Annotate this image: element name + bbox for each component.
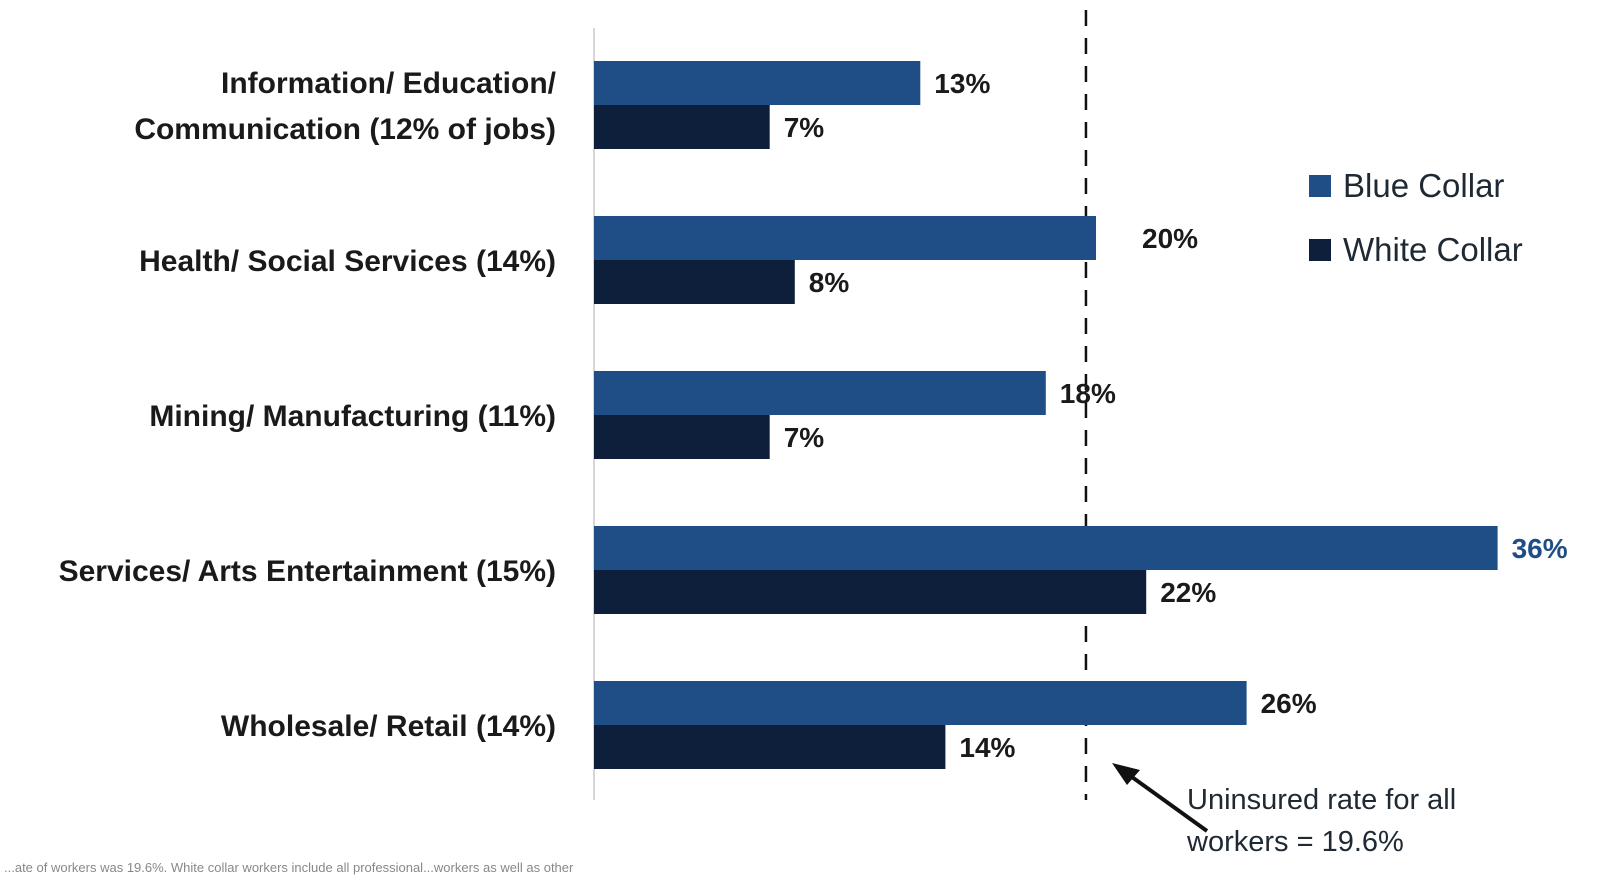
white-collar-value-label-1: 8% [809, 267, 850, 298]
blue-collar-value-label-2: 18% [1060, 378, 1116, 409]
annotation-text-line-0: Uninsured rate for all [1187, 784, 1456, 816]
white-collar-value-label-0: 7% [784, 112, 825, 143]
category-label-3: Services/ Arts Entertainment (15%) [59, 555, 556, 588]
annotation-text-line-1: workers = 19.6% [1186, 826, 1404, 858]
legend-swatch-1 [1309, 239, 1331, 261]
white-collar-value-label-2: 7% [784, 422, 825, 453]
white-collar-value-label-4: 14% [959, 732, 1015, 763]
category-label-1: Health/ Social Services (14%) [139, 245, 556, 278]
blue-collar-value-label-3: 36% [1512, 533, 1568, 564]
white-collar-bar-2 [594, 415, 770, 459]
white-collar-bar-3 [594, 570, 1147, 614]
blue-collar-bar-1 [594, 216, 1096, 260]
blue-collar-value-label-4: 26% [1261, 688, 1317, 719]
white-collar-bar-1 [594, 260, 795, 304]
blue-collar-bar-4 [594, 681, 1247, 725]
blue-collar-value-label-1: 20% [1142, 223, 1198, 254]
annotation-arrow-shaft [1123, 770, 1209, 833]
blue-collar-bar-0 [594, 61, 921, 105]
white-collar-value-label-3: 22% [1160, 577, 1216, 608]
blue-collar-bar-3 [594, 526, 1498, 570]
blue-collar-bar-2 [594, 371, 1046, 415]
annotation-arrow-head [1112, 763, 1140, 785]
reference-annotation: Uninsured rate for all workers = 19.6% [1112, 763, 1456, 858]
white-collar-bar-4 [594, 725, 946, 769]
bars-layer [594, 61, 1498, 769]
legend: Blue Collar White Collar [1309, 167, 1523, 268]
footnote: ...ate of workers was 19.6%. White colla… [4, 860, 574, 875]
category-label-4: Wholesale/ Retail (14%) [221, 710, 556, 743]
white-collar-bar-0 [594, 105, 770, 149]
category-label-0-line-1: Communication (12% of jobs) [134, 113, 556, 146]
category-label-0-line-0: Information/ Education/ [221, 67, 557, 100]
legend-swatch-0 [1309, 175, 1331, 197]
labels-layer: 13% 7% Information/ Education/Communicatio… [59, 67, 1568, 763]
legend-label-0: Blue Collar [1343, 167, 1504, 204]
legend-label-1: White Collar [1343, 231, 1523, 268]
blue-collar-value-label-0: 13% [934, 68, 990, 99]
category-label-2: Mining/ Manufacturing (11%) [149, 400, 556, 433]
